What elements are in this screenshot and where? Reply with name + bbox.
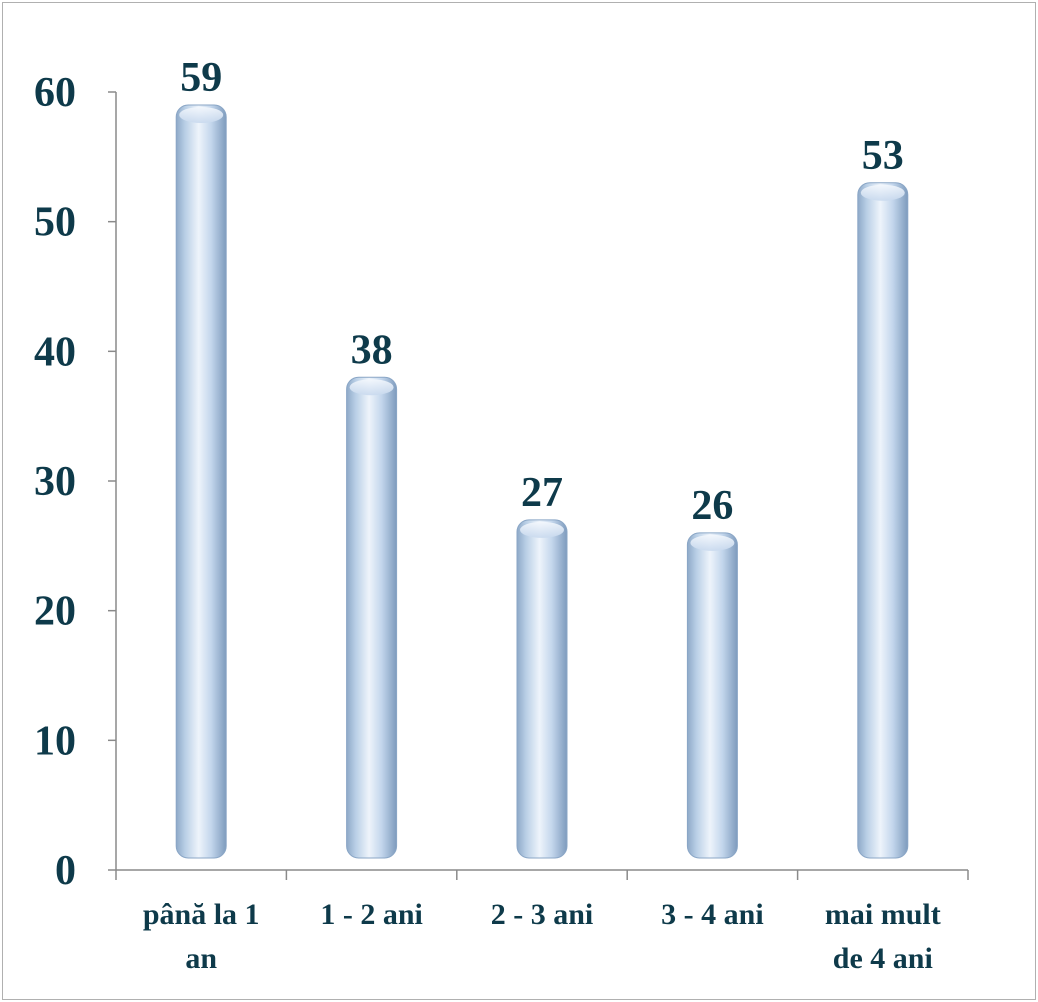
bar-cap [520, 521, 564, 538]
bar-cap [349, 379, 394, 396]
bar [857, 182, 909, 859]
data-label: 27 [521, 470, 563, 516]
x-category-label: 1 - 2 ani [320, 898, 423, 931]
y-tick-label: 60 [34, 70, 76, 116]
bar-cap [179, 106, 224, 123]
x-category-label: an [185, 942, 217, 975]
y-tick-label: 20 [34, 589, 76, 635]
data-label: 59 [180, 55, 222, 101]
bar [516, 519, 568, 859]
x-category-label: 3 - 4 ani [661, 898, 764, 931]
bar-cap [860, 184, 905, 201]
bar-body [857, 182, 909, 859]
y-tick-label: 0 [55, 848, 76, 894]
x-category-label: 2 - 3 ani [491, 898, 594, 931]
bar-body [346, 376, 398, 859]
y-tick-label: 10 [34, 718, 76, 764]
y-tick-label: 30 [34, 459, 76, 505]
y-tick-label: 40 [34, 329, 76, 375]
x-category-label: de 4 ani [833, 942, 933, 975]
bar [686, 532, 738, 859]
bars [175, 104, 909, 859]
bar-body [175, 104, 227, 859]
y-tick-label: 50 [34, 200, 76, 246]
data-label: 53 [862, 133, 904, 179]
data-label: 38 [351, 327, 393, 373]
labels: 59 până la 1 an 38 1 - 2 ani 27 2 - 3 ani 26 3 -… [143, 55, 941, 975]
bar [346, 376, 398, 859]
data-label: 26 [691, 483, 733, 529]
bar-body [686, 532, 738, 859]
x-category-label: până la 1 [143, 898, 260, 931]
x-category-label: mai mult [825, 898, 941, 931]
axes: 0 10 20 30 40 50 60 [34, 70, 969, 894]
bar-body [516, 519, 568, 859]
bar [175, 104, 227, 859]
bar-cap [690, 534, 735, 551]
